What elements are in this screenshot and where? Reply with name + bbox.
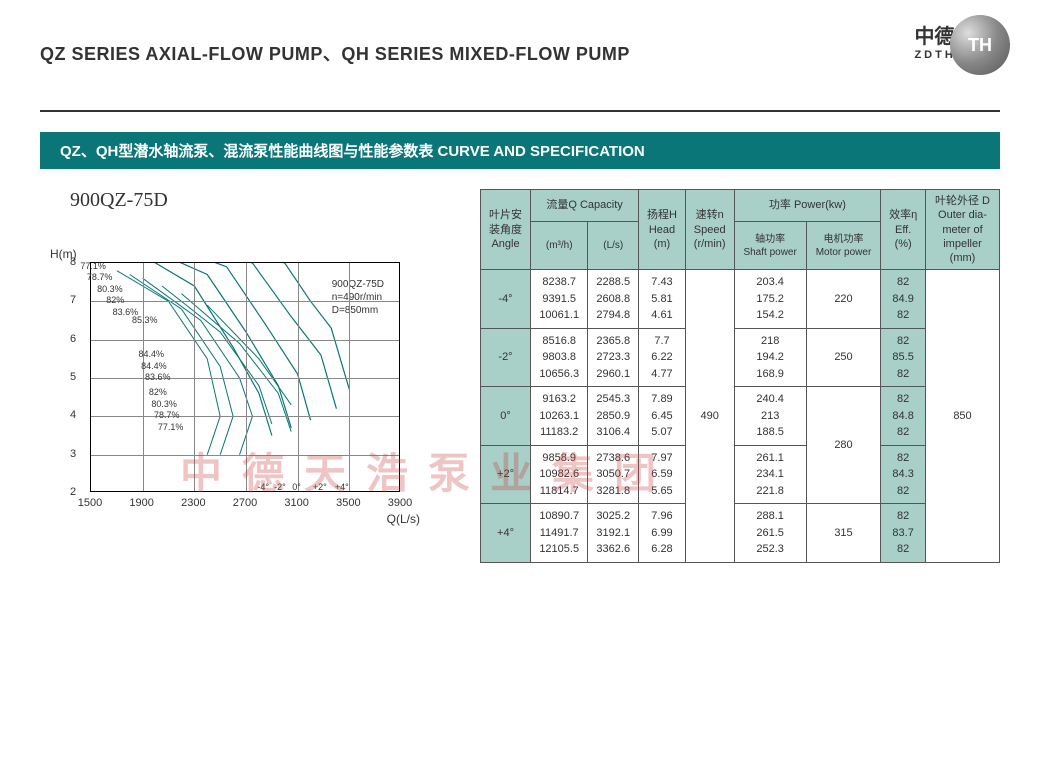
chart-eff-label: 84.4% <box>141 361 167 371</box>
table-row: +4°10890.7 11491.7 12105.53025.2 3192.1 … <box>481 504 1000 563</box>
chart-eff-label: 78.7% <box>154 410 180 420</box>
table-cell: 280 <box>806 387 881 504</box>
page-title: QZ SERIES AXIAL-FLOW PUMP、QH SERIES MIXE… <box>40 40 1000 66</box>
chart-angle-label: 0° <box>292 482 301 492</box>
performance-chart: H(m) Q(L/s) 900QZ-75Dn=490r/minD=850mm -… <box>40 252 420 552</box>
table-cell: 3025.2 3192.1 3362.6 <box>588 504 639 563</box>
table-cell: 82 84.9 82 <box>881 270 926 329</box>
spec-table: 叶片安 装角度 Angle 流量Q Capacity 扬程H Head (m) … <box>480 189 1000 563</box>
th-diameter: 叶轮外径 D Outer dia- meter of impeller (mm) <box>926 190 1000 270</box>
th-motor: 电机功率 Motor power <box>806 222 881 270</box>
chart-eff-label: 80.3% <box>97 284 123 294</box>
table-cell: 2545.3 2850.9 3106.4 <box>588 387 639 446</box>
chart-y-tick: 4 <box>70 409 76 421</box>
th-power: 功率 Power(kw) <box>734 190 881 222</box>
chart-angle-label: +4° <box>335 482 349 492</box>
th-eff: 效率η Eff. (%) <box>881 190 926 270</box>
chart-grid: 900QZ-75Dn=490r/minD=850mm -4° -2° 0° +2° +4… <box>90 262 400 492</box>
chart-angle-label: +2° <box>313 482 327 492</box>
table-cell: 7.96 6.99 6.28 <box>639 504 686 563</box>
chart-eff-label: 82% <box>106 295 124 305</box>
table-cell: 240.4 213 188.5 <box>734 387 806 446</box>
table-cell: 7.7 6.22 4.77 <box>639 328 686 387</box>
table-cell: 220 <box>806 270 881 329</box>
chart-y-tick: 7 <box>70 294 76 306</box>
chart-x-tick: 3500 <box>336 497 360 509</box>
table-cell: -2° <box>481 328 531 387</box>
chart-eff-label: 82% <box>149 387 167 397</box>
table-cell: 0° <box>481 387 531 446</box>
table-row: +2°9858.9 10982.6 11814.72738.6 3050.7 3… <box>481 445 1000 504</box>
th-shaft: 轴功率 Shaft power <box>734 222 806 270</box>
table-cell: 82 85.5 82 <box>881 328 926 387</box>
table-cell: 82 83.7 82 <box>881 504 926 563</box>
table-cell: 2288.5 2608.8 2794.8 <box>588 270 639 329</box>
table-cell: 261.1 234.1 221.8 <box>734 445 806 504</box>
chart-eff-label: 77.1% <box>158 422 184 432</box>
model-label: 900QZ-75D <box>70 189 460 212</box>
chart-x-tick: 1500 <box>78 497 102 509</box>
table-cell: 9858.9 10982.6 11814.7 <box>531 445 588 504</box>
table-cell: 850 <box>926 270 1000 563</box>
chart-eff-label: 85.3% <box>132 315 158 325</box>
chart-y-tick: 2 <box>70 486 76 498</box>
table-cell: 7.97 6.59 5.65 <box>639 445 686 504</box>
th-ls: (L/s) <box>588 222 639 270</box>
chart-eff-label: 78.7% <box>87 272 113 282</box>
table-row: -4°8238.7 9391.5 10061.12288.5 2608.8 27… <box>481 270 1000 329</box>
table-cell: 315 <box>806 504 881 563</box>
chart-y-tick: 3 <box>70 448 76 460</box>
chart-y-tick: 8 <box>70 256 76 268</box>
th-m3h: (m³/h) <box>531 222 588 270</box>
chart-eff-label: 84.4% <box>139 349 165 359</box>
chart-angle-label: -4° <box>257 482 269 492</box>
th-capacity: 流量Q Capacity <box>531 190 639 222</box>
header-divider <box>40 110 1000 112</box>
table-cell: +4° <box>481 504 531 563</box>
chart-x-tick: 1900 <box>129 497 153 509</box>
chart-eff-label: 83.6% <box>145 372 171 382</box>
table-cell: 82 84.3 82 <box>881 445 926 504</box>
chart-x-tick: 2300 <box>181 497 205 509</box>
table-row: -2°8516.8 9803.8 10656.32365.8 2723.3 29… <box>481 328 1000 387</box>
table-cell: +2° <box>481 445 531 504</box>
table-cell: 203.4 175.2 154.2 <box>734 270 806 329</box>
table-cell: 8238.7 9391.5 10061.1 <box>531 270 588 329</box>
table-cell: 7.89 6.45 5.07 <box>639 387 686 446</box>
chart-angle-label: -2° <box>274 482 286 492</box>
table-row: 0°9163.2 10263.1 11183.22545.3 2850.9 31… <box>481 387 1000 446</box>
chart-y-tick: 6 <box>70 333 76 345</box>
chart-eff-label: 77.1% <box>80 261 106 271</box>
table-cell: 2738.6 3050.7 3281.8 <box>588 445 639 504</box>
chart-x-title: Q(L/s) <box>387 512 420 526</box>
table-cell: 10890.7 11491.7 12105.5 <box>531 504 588 563</box>
table-cell: 82 84.8 82 <box>881 387 926 446</box>
table-cell: 490 <box>685 270 734 563</box>
table-cell: 218 194.2 168.9 <box>734 328 806 387</box>
section-banner: QZ、QH型潜水轴流泵、混流泵性能曲线图与性能参数表 CURVE AND SPE… <box>40 132 1000 169</box>
chart-eff-label: 80.3% <box>151 399 177 409</box>
table-cell: 288.1 261.5 252.3 <box>734 504 806 563</box>
table-cell: 2365.8 2723.3 2960.1 <box>588 328 639 387</box>
th-speed: 速转n Speed (r/min) <box>685 190 734 270</box>
table-cell: -4° <box>481 270 531 329</box>
table-cell: 9163.2 10263.1 11183.2 <box>531 387 588 446</box>
table-cell: 7.43 5.81 4.61 <box>639 270 686 329</box>
chart-x-tick: 3100 <box>284 497 308 509</box>
chart-x-tick: 2700 <box>233 497 257 509</box>
chart-y-tick: 5 <box>70 371 76 383</box>
chart-x-tick: 3900 <box>388 497 412 509</box>
logo-badge-icon: TH <box>950 15 1010 75</box>
th-angle: 叶片安 装角度 Angle <box>481 190 531 270</box>
logo: 中德 天浩 ZDTHPUMP TH <box>914 20 1000 61</box>
th-head: 扬程H Head (m) <box>639 190 686 270</box>
chart-info: 900QZ-75Dn=490r/minD=850mm <box>332 278 384 317</box>
table-cell: 8516.8 9803.8 10656.3 <box>531 328 588 387</box>
table-cell: 250 <box>806 328 881 387</box>
